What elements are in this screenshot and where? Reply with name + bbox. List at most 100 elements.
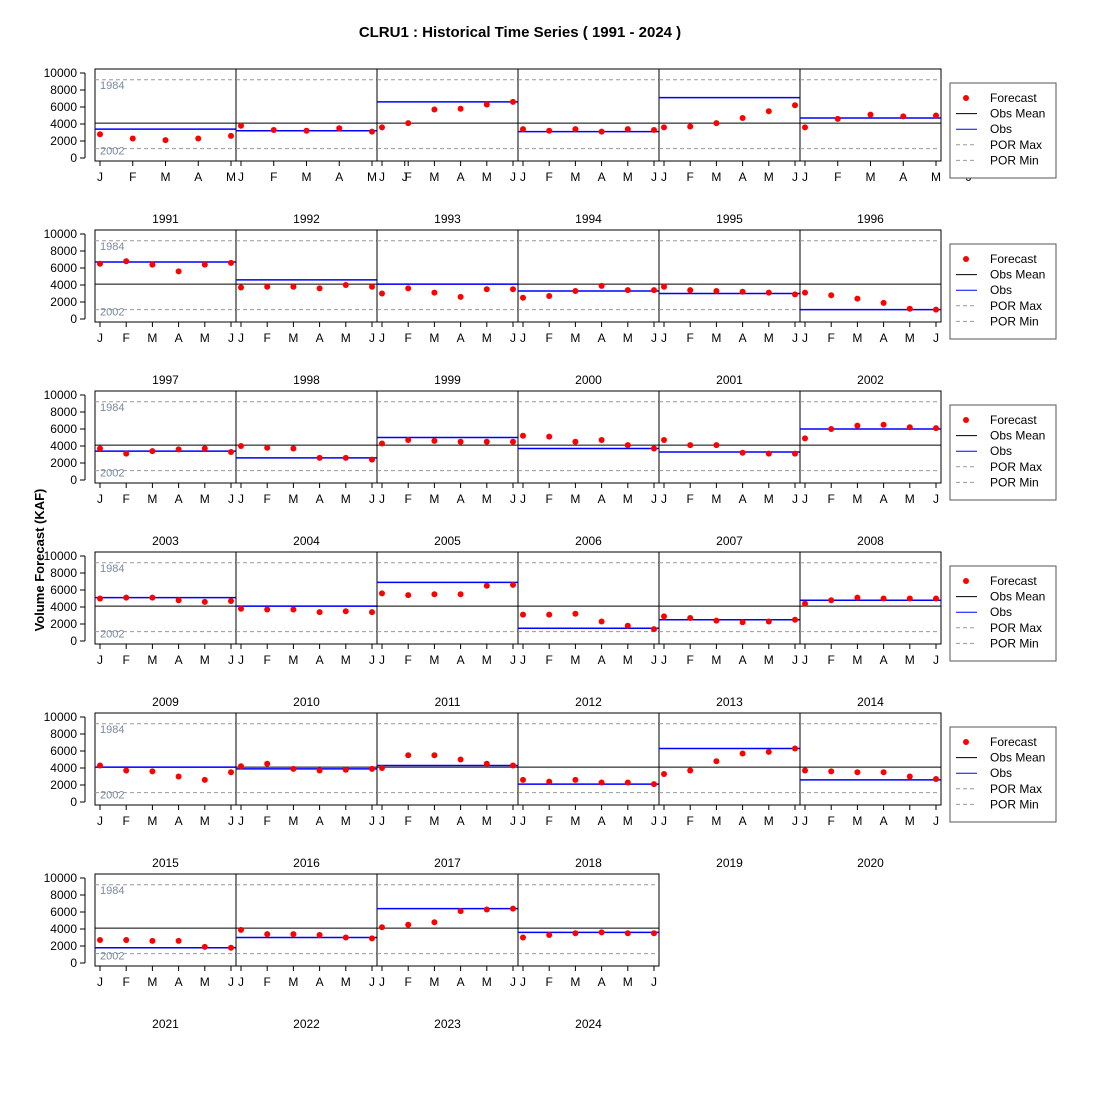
x-tick-label: M [711,170,721,184]
forecast-point [624,622,631,629]
year-label: 2008 [857,534,884,548]
forecast-point [520,294,526,301]
x-tick-label: M [852,814,862,828]
forecast-point [201,776,208,783]
legend-label: Obs [990,605,1012,619]
year-label: 2001 [716,373,743,387]
x-tick-label: F [123,975,130,989]
x-tick-label: A [316,492,324,506]
forecast-point [867,111,874,118]
year-label: 2017 [434,856,461,870]
forecast-point [457,756,464,763]
x-tick-label: F [405,975,412,989]
x-tick-label: J [510,975,516,989]
panel-frame [517,390,660,484]
forecast-point [520,611,526,618]
x-tick-label: A [739,653,747,667]
x-tick-label: M [226,170,236,184]
x-tick-label: A [175,653,183,667]
forecast-point [661,437,667,444]
por-min-year-label: 2002 [100,951,124,963]
panel-frame [235,712,378,806]
x-tick-label: F [687,492,694,506]
forecast-point [510,286,516,293]
forecast-point [661,283,667,290]
x-tick-label: M [482,653,492,667]
forecast-point [765,108,772,115]
panel-2000: J F M A M J 2000 [517,229,660,387]
year-label: 2012 [575,695,602,709]
x-tick-label: F [123,331,130,345]
year-label: 2013 [716,695,743,709]
forecast-point [651,781,657,788]
x-tick-label: M [200,975,210,989]
forecast-point [175,937,182,944]
forecast-point [624,287,631,294]
legend-label: Obs [990,444,1012,458]
forecast-point [369,128,375,135]
forecast-point [238,605,244,612]
y-tick-label: 8000 [50,405,77,419]
forecast-point [290,445,297,452]
forecast-point [123,450,130,457]
por-min-year-label: 2002 [100,468,124,480]
forecast-point [201,261,208,268]
panel-1991: 1984 2002 J F M A M 1991 0 2000 4000 6000 8000 10000 [44,66,237,226]
forecast-point [572,126,579,133]
x-tick-label: M [341,492,351,506]
x-tick-label: J [520,975,526,989]
x-tick-label: F [687,814,694,828]
forecast-point [572,610,579,617]
panel-frame [658,229,801,323]
x-tick-label: F [264,975,271,989]
forecast-point [238,926,244,933]
forecast-point [264,931,271,938]
forecast-point [483,906,490,913]
forecast-point [624,930,631,937]
year-label: 1998 [293,373,320,387]
y-tick-label: 0 [70,956,77,970]
legend-label: POR Max [990,138,1042,152]
x-tick-label: F [123,492,130,506]
x-tick-label: A [880,492,888,506]
forecast-point [739,750,746,757]
y-tick-label: 4000 [50,600,77,614]
panel-2024: J F M A M J 2024 [517,873,660,1031]
panel-2002: J F M A M J 2002 [799,229,942,387]
forecast-point [97,260,103,267]
forecast-point [316,454,323,461]
forecast-point [228,259,234,266]
year-label: 1992 [293,212,320,226]
x-tick-label: J [97,331,103,345]
year-label: 1995 [716,212,743,226]
x-tick-label: F [546,975,553,989]
x-tick-label: M [482,975,492,989]
forecast-point [510,438,516,445]
forecast-point [195,135,202,142]
panel-2020: J F M A M J 2020 [799,712,942,870]
x-tick-label: M [200,653,210,667]
x-tick-label: M [852,331,862,345]
x-tick-label: J [379,975,385,989]
x-tick-label: J [510,814,516,828]
panel-1996: JFMAMJ1996 [799,68,972,226]
panel-frame [517,873,660,967]
y-tick-label: 8000 [50,244,77,258]
legend-label: Obs Mean [990,429,1045,443]
forecast-point [264,283,271,290]
y-tick-label: 0 [70,795,77,809]
por-min-year-label: 2002 [100,146,124,158]
x-tick-label: J [510,331,516,345]
x-tick-label: F [264,331,271,345]
year-label: 2004 [293,534,320,548]
legend-label: Obs [990,283,1012,297]
forecast-point [201,598,208,605]
forecast-point [651,930,657,937]
por-min-year-label: 2002 [100,629,124,641]
forecast-point [828,597,835,604]
forecast-point [405,120,412,127]
forecast-point [228,132,234,139]
forecast-point [228,448,234,455]
forecast-point [792,450,798,457]
x-tick-label: J [238,975,244,989]
